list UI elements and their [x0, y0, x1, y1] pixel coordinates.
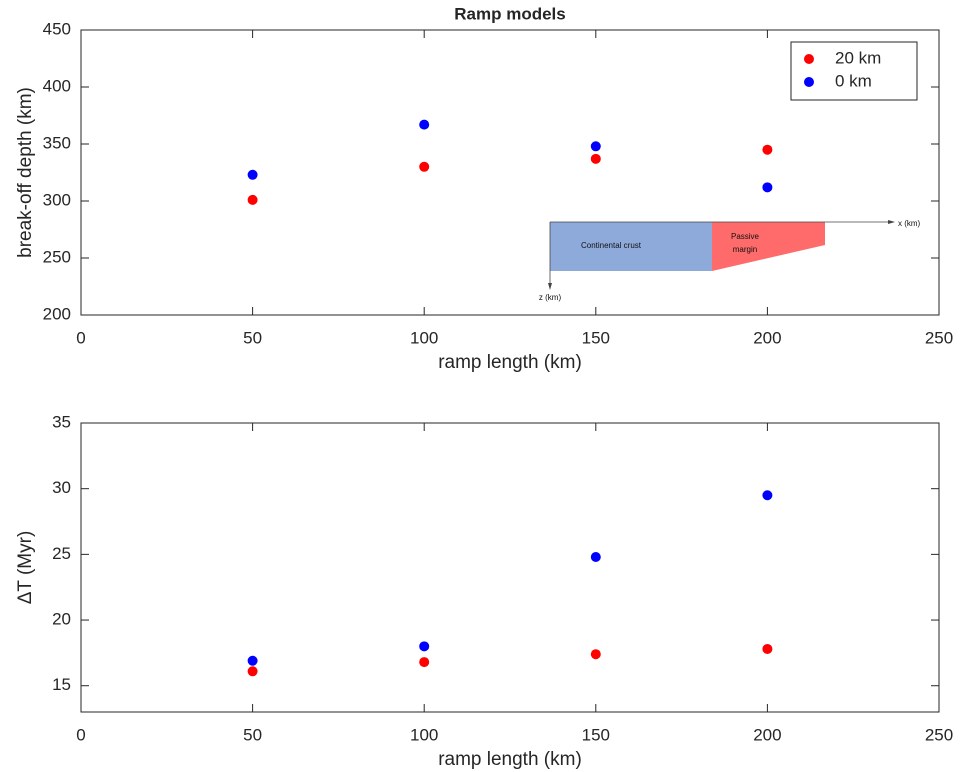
y-tick-label: 200 — [43, 304, 71, 323]
chart-title: Ramp models — [454, 4, 565, 23]
y-tick-label: 30 — [52, 478, 71, 497]
y-tick-label: 35 — [52, 412, 71, 431]
data-point — [247, 169, 258, 180]
y-axis-label: break-off depth (km) — [15, 87, 36, 258]
inset-label: x (km) — [898, 219, 921, 228]
inset-label: Passive margin — [730, 232, 759, 254]
legend-label: 0 km — [835, 71, 872, 90]
y-tick-label: 400 — [43, 76, 71, 95]
data-point — [419, 657, 430, 668]
x-tick-label: 200 — [753, 725, 781, 744]
passive-margin-block — [712, 222, 825, 271]
y-tick-label: 20 — [52, 610, 71, 629]
x-tick-label: 100 — [410, 725, 438, 744]
data-point — [590, 551, 601, 562]
data-point — [419, 641, 430, 652]
y-axis-label: ΔT (Myr) — [15, 531, 36, 605]
x-tick-label: 250 — [925, 725, 953, 744]
x-tick-label: 250 — [925, 328, 953, 347]
x-arrowhead — [888, 220, 895, 224]
x-tick-label: 50 — [243, 725, 262, 744]
data-point — [762, 643, 773, 654]
y-tick-label: 15 — [52, 675, 71, 694]
x-tick-label: 50 — [243, 328, 262, 347]
data-point — [590, 141, 601, 152]
axes: 0 50 100 150 200 250 15 20 25 30 35 ramp length (km… — [15, 412, 953, 770]
data-point — [247, 655, 258, 666]
y-tick-label: 450 — [43, 19, 71, 38]
data-point — [762, 182, 773, 193]
x-axis-label: ramp length (km) — [438, 749, 582, 770]
data-point — [419, 161, 430, 172]
x-tick-label: 150 — [582, 328, 610, 347]
y-tick-label: 300 — [43, 190, 71, 209]
x-tick-label: 200 — [753, 328, 781, 347]
data-point — [419, 119, 430, 130]
inset-label-box: Passive margin — [730, 232, 759, 254]
inset-label: Continental crust — [581, 241, 642, 250]
x-tick-label: 100 — [410, 328, 438, 347]
y-tick-label: 25 — [52, 544, 71, 563]
data-point — [590, 649, 601, 660]
data-point — [762, 144, 773, 155]
continental-crust-block — [550, 222, 712, 271]
x-tick-label: 150 — [582, 725, 610, 744]
data-point — [247, 194, 258, 205]
x-tick-label: 0 — [76, 725, 85, 744]
legend-label: 20 km — [835, 48, 881, 67]
x-axis-label: ramp length (km) — [438, 352, 582, 373]
legend: 20 km 0 km — [790, 41, 918, 101]
x-tick-label: 0 — [76, 328, 85, 347]
legend-box — [790, 41, 918, 101]
axes: 0 50 100 150 200 250 200 250 300 350 400 450 Ramp mo… — [15, 4, 953, 373]
data-point — [247, 666, 258, 677]
y-tick-label: 250 — [43, 247, 71, 266]
z-arrowhead — [548, 283, 552, 290]
inset-label: z (km) — [539, 293, 562, 302]
plot-area — [80, 422, 940, 713]
y-tick-label: 350 — [43, 133, 71, 152]
data-point — [590, 153, 601, 164]
inset-diagram: Continental crust Passive margin x (km) … — [539, 219, 921, 302]
legend-marker — [804, 54, 814, 64]
legend-marker — [804, 77, 814, 87]
data-point — [762, 490, 773, 501]
